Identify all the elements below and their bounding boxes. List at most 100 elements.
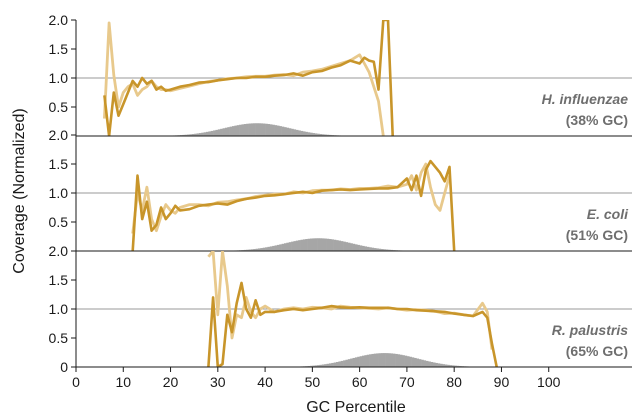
histogram-bar <box>364 355 368 367</box>
histogram-bar <box>321 134 325 136</box>
gc-histogram <box>288 353 481 367</box>
histogram-bar <box>224 127 228 136</box>
histogram-bar <box>324 238 327 251</box>
histogram-bar <box>250 123 254 136</box>
histogram-bar <box>378 353 382 367</box>
histogram-bar <box>246 123 249 136</box>
histogram-bar <box>208 131 212 136</box>
histogram-bar <box>326 363 330 367</box>
y-axis-title: Coverage (Normalized) <box>11 108 28 273</box>
histogram-bar <box>369 354 372 367</box>
histogram-bar <box>338 361 342 367</box>
histogram-bar <box>187 134 190 136</box>
histogram-bar <box>232 126 235 136</box>
histogram-bar <box>300 130 304 136</box>
histogram-bar <box>267 124 271 136</box>
histogram-bar <box>395 353 398 367</box>
histogram-bar <box>385 353 389 367</box>
histogram-bar <box>215 129 219 136</box>
histogram-bar <box>456 365 460 367</box>
histogram-bar <box>284 127 287 136</box>
histogram-bar <box>194 133 197 136</box>
histogram-bar <box>364 246 368 251</box>
histogram-bar <box>258 123 261 136</box>
histogram-bar <box>397 354 401 367</box>
x-tick-label: 60 <box>352 374 368 390</box>
histogram-bar <box>307 238 311 251</box>
histogram-bar <box>302 239 306 251</box>
histogram-bar <box>458 365 462 367</box>
histogram-bar <box>411 357 415 367</box>
histogram-bar <box>302 131 306 136</box>
histogram-bar <box>319 364 323 367</box>
histogram-bar <box>449 365 453 367</box>
histogram-bar <box>319 238 323 251</box>
series-line-light <box>103 21 385 136</box>
histogram-bar <box>326 134 330 136</box>
histogram-bar <box>343 241 346 251</box>
histogram-bar <box>260 248 264 251</box>
histogram-bar <box>357 244 360 251</box>
histogram-bar <box>312 365 316 367</box>
histogram-bar <box>331 239 334 251</box>
histogram-bar <box>314 238 318 251</box>
x-tick-label: 80 <box>446 374 462 390</box>
histogram-bar <box>265 247 268 251</box>
histogram-bar <box>430 361 434 367</box>
histogram-bar <box>414 357 417 367</box>
histogram-bar <box>182 134 186 136</box>
histogram-bar <box>217 129 221 136</box>
histogram-bar <box>340 360 344 367</box>
histogram-bar <box>435 362 438 367</box>
y-tick-label: 0 <box>60 359 68 375</box>
histogram-bar <box>373 353 377 367</box>
gc-histogram <box>224 238 412 251</box>
x-tick-label: 40 <box>257 374 273 390</box>
histogram-bar <box>310 132 313 136</box>
x-tick-label: 10 <box>115 374 131 390</box>
histogram-bar <box>328 363 332 367</box>
histogram-bar <box>210 130 214 136</box>
histogram-bar <box>262 123 266 136</box>
histogram-bar <box>331 362 334 367</box>
histogram-bar <box>338 240 342 251</box>
histogram-bar <box>451 365 455 367</box>
histogram-bar <box>345 359 349 367</box>
histogram-bar <box>378 248 382 251</box>
histogram-bar <box>352 243 356 251</box>
histogram-bar <box>399 354 403 367</box>
series-line-light <box>131 162 451 234</box>
x-tick-label: 90 <box>494 374 510 390</box>
histogram-bar <box>442 364 446 367</box>
histogram-bar <box>298 240 301 251</box>
histogram-bar <box>239 124 242 136</box>
histogram-bar <box>423 360 427 367</box>
histogram-bar <box>281 243 285 251</box>
histogram-bar <box>272 245 275 251</box>
histogram-bar <box>418 359 422 367</box>
histogram-bar <box>234 125 238 136</box>
histogram-bar <box>326 238 330 251</box>
y-tick-label: 1.5 <box>49 41 69 57</box>
histogram-bar <box>425 360 429 367</box>
histogram-bar <box>336 361 339 367</box>
histogram-bar <box>279 244 282 251</box>
y-tick-label: 1.5 <box>49 156 69 172</box>
histogram-bar <box>373 248 377 251</box>
histogram-bar <box>314 133 318 136</box>
histogram-bar <box>409 356 412 367</box>
histogram-bar <box>213 130 216 136</box>
y-tick-label: 2.0 <box>49 243 69 259</box>
x-tick-label: 50 <box>305 374 321 390</box>
histogram-bar <box>312 133 316 136</box>
histogram-bar <box>345 242 349 251</box>
histogram-bar <box>404 355 408 367</box>
y-tick-label: 2.0 <box>49 12 69 28</box>
histogram-bar <box>371 247 375 251</box>
histogram-bar <box>310 238 313 251</box>
histogram-bar <box>243 249 247 251</box>
histogram-bar <box>333 362 337 367</box>
histogram-bar <box>319 134 323 136</box>
histogram-bar <box>272 124 275 136</box>
